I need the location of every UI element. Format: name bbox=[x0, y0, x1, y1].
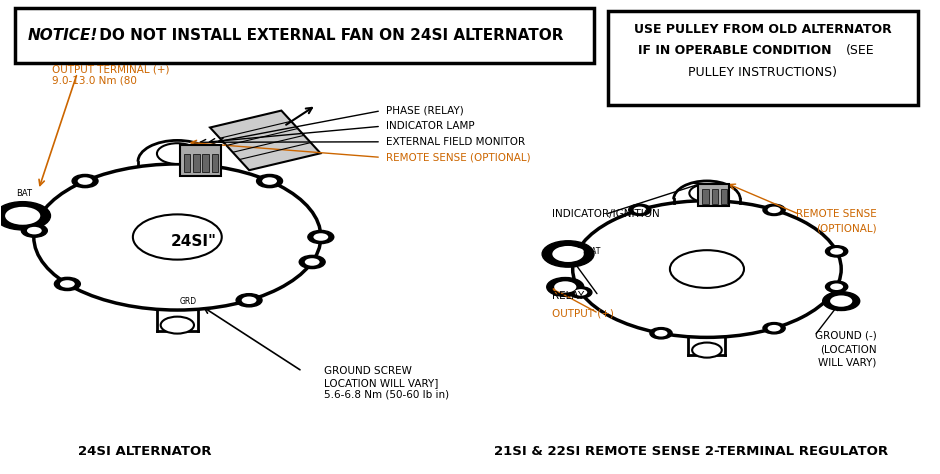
Circle shape bbox=[574, 289, 588, 296]
Circle shape bbox=[553, 246, 584, 262]
Text: RELAY: RELAY bbox=[553, 291, 585, 301]
Text: REMOTE SENSE: REMOTE SENSE bbox=[795, 210, 876, 219]
Text: BAT: BAT bbox=[587, 247, 601, 256]
Text: WILL VARY): WILL VARY) bbox=[818, 357, 876, 367]
Circle shape bbox=[55, 277, 80, 291]
Polygon shape bbox=[210, 110, 321, 170]
Text: IF IN OPERABLE CONDITION: IF IN OPERABLE CONDITION bbox=[638, 45, 832, 57]
Circle shape bbox=[830, 283, 843, 290]
Text: REMOTE SENSE (OPTIONAL): REMOTE SENSE (OPTIONAL) bbox=[385, 152, 530, 163]
Text: (OPTIONAL): (OPTIONAL) bbox=[816, 224, 876, 234]
Text: 5.6-6.8 Nm (50-60 lb in): 5.6-6.8 Nm (50-60 lb in) bbox=[323, 390, 448, 400]
Text: (LOCATION: (LOCATION bbox=[820, 344, 876, 354]
Text: USE PULLEY FROM OLD ALTERNATOR: USE PULLEY FROM OLD ALTERNATOR bbox=[634, 23, 892, 36]
Circle shape bbox=[308, 230, 334, 244]
Text: OUTPUT TERMINAL (+): OUTPUT TERMINAL (+) bbox=[53, 65, 170, 75]
Circle shape bbox=[313, 233, 328, 241]
Circle shape bbox=[689, 184, 725, 202]
FancyBboxPatch shape bbox=[15, 9, 594, 63]
Text: PULLEY INSTRUCTIONS): PULLEY INSTRUCTIONS) bbox=[688, 65, 838, 79]
Text: NOTICE!: NOTICE! bbox=[27, 28, 98, 43]
Circle shape bbox=[822, 292, 860, 310]
Circle shape bbox=[830, 295, 853, 307]
Circle shape bbox=[547, 277, 584, 296]
Text: 9.0-13.0 Nm (80: 9.0-13.0 Nm (80 bbox=[53, 75, 137, 85]
Circle shape bbox=[542, 241, 594, 267]
Circle shape bbox=[60, 280, 75, 288]
Circle shape bbox=[570, 287, 592, 298]
Circle shape bbox=[768, 207, 780, 213]
FancyBboxPatch shape bbox=[184, 154, 190, 173]
Circle shape bbox=[133, 214, 222, 260]
Circle shape bbox=[78, 177, 92, 185]
Circle shape bbox=[157, 143, 197, 164]
Circle shape bbox=[670, 250, 744, 288]
Text: GROUND SCREW: GROUND SCREW bbox=[323, 366, 412, 376]
FancyBboxPatch shape bbox=[721, 190, 728, 203]
Circle shape bbox=[555, 281, 576, 292]
Text: GRD: GRD bbox=[180, 297, 197, 306]
Text: 21SI & 22SI REMOTE SENSE 2-TERMINAL REGULATOR: 21SI & 22SI REMOTE SENSE 2-TERMINAL REGU… bbox=[494, 445, 888, 458]
Circle shape bbox=[654, 330, 667, 337]
FancyBboxPatch shape bbox=[712, 190, 718, 203]
Circle shape bbox=[825, 281, 848, 292]
Circle shape bbox=[763, 323, 785, 334]
Circle shape bbox=[692, 343, 722, 357]
Circle shape bbox=[5, 207, 40, 225]
Circle shape bbox=[768, 325, 780, 331]
Text: DO NOT INSTALL EXTERNAL FAN ON 24SI ALTERNATOR: DO NOT INSTALL EXTERNAL FAN ON 24SI ALTE… bbox=[94, 28, 563, 43]
Text: OUTPUT (+): OUTPUT (+) bbox=[553, 309, 614, 319]
Circle shape bbox=[236, 294, 262, 307]
Circle shape bbox=[634, 207, 647, 213]
Text: INDICATOR/IGNITION: INDICATOR/IGNITION bbox=[553, 210, 660, 219]
Text: LOCATION WILL VARY]: LOCATION WILL VARY] bbox=[323, 378, 438, 388]
Circle shape bbox=[27, 227, 41, 235]
Text: 24SI ALTERNATOR: 24SI ALTERNATOR bbox=[78, 445, 212, 458]
Text: (SEE: (SEE bbox=[846, 45, 874, 57]
Text: EXTERNAL FIELD MONITOR: EXTERNAL FIELD MONITOR bbox=[385, 137, 525, 147]
Circle shape bbox=[571, 248, 584, 255]
Circle shape bbox=[0, 201, 51, 230]
FancyBboxPatch shape bbox=[180, 145, 221, 176]
Circle shape bbox=[161, 317, 194, 334]
Circle shape bbox=[763, 204, 785, 216]
Text: GROUND (-): GROUND (-) bbox=[815, 331, 876, 341]
Circle shape bbox=[257, 174, 283, 188]
Circle shape bbox=[242, 296, 257, 304]
FancyBboxPatch shape bbox=[193, 154, 199, 173]
Circle shape bbox=[305, 258, 320, 266]
Circle shape bbox=[566, 246, 588, 257]
FancyBboxPatch shape bbox=[212, 154, 218, 173]
FancyBboxPatch shape bbox=[202, 154, 209, 173]
Circle shape bbox=[825, 246, 848, 257]
FancyBboxPatch shape bbox=[608, 11, 918, 105]
Text: INDICATOR LAMP: INDICATOR LAMP bbox=[385, 121, 475, 131]
Text: PHASE (RELAY): PHASE (RELAY) bbox=[385, 106, 463, 116]
Text: BAT: BAT bbox=[17, 189, 33, 198]
Circle shape bbox=[650, 328, 672, 339]
Circle shape bbox=[830, 248, 843, 255]
Circle shape bbox=[629, 204, 650, 216]
FancyBboxPatch shape bbox=[697, 184, 729, 206]
Circle shape bbox=[262, 177, 277, 185]
FancyBboxPatch shape bbox=[702, 190, 709, 203]
Circle shape bbox=[72, 174, 98, 188]
Text: 24SI": 24SI" bbox=[171, 234, 217, 249]
Circle shape bbox=[22, 224, 47, 237]
Circle shape bbox=[299, 255, 325, 269]
